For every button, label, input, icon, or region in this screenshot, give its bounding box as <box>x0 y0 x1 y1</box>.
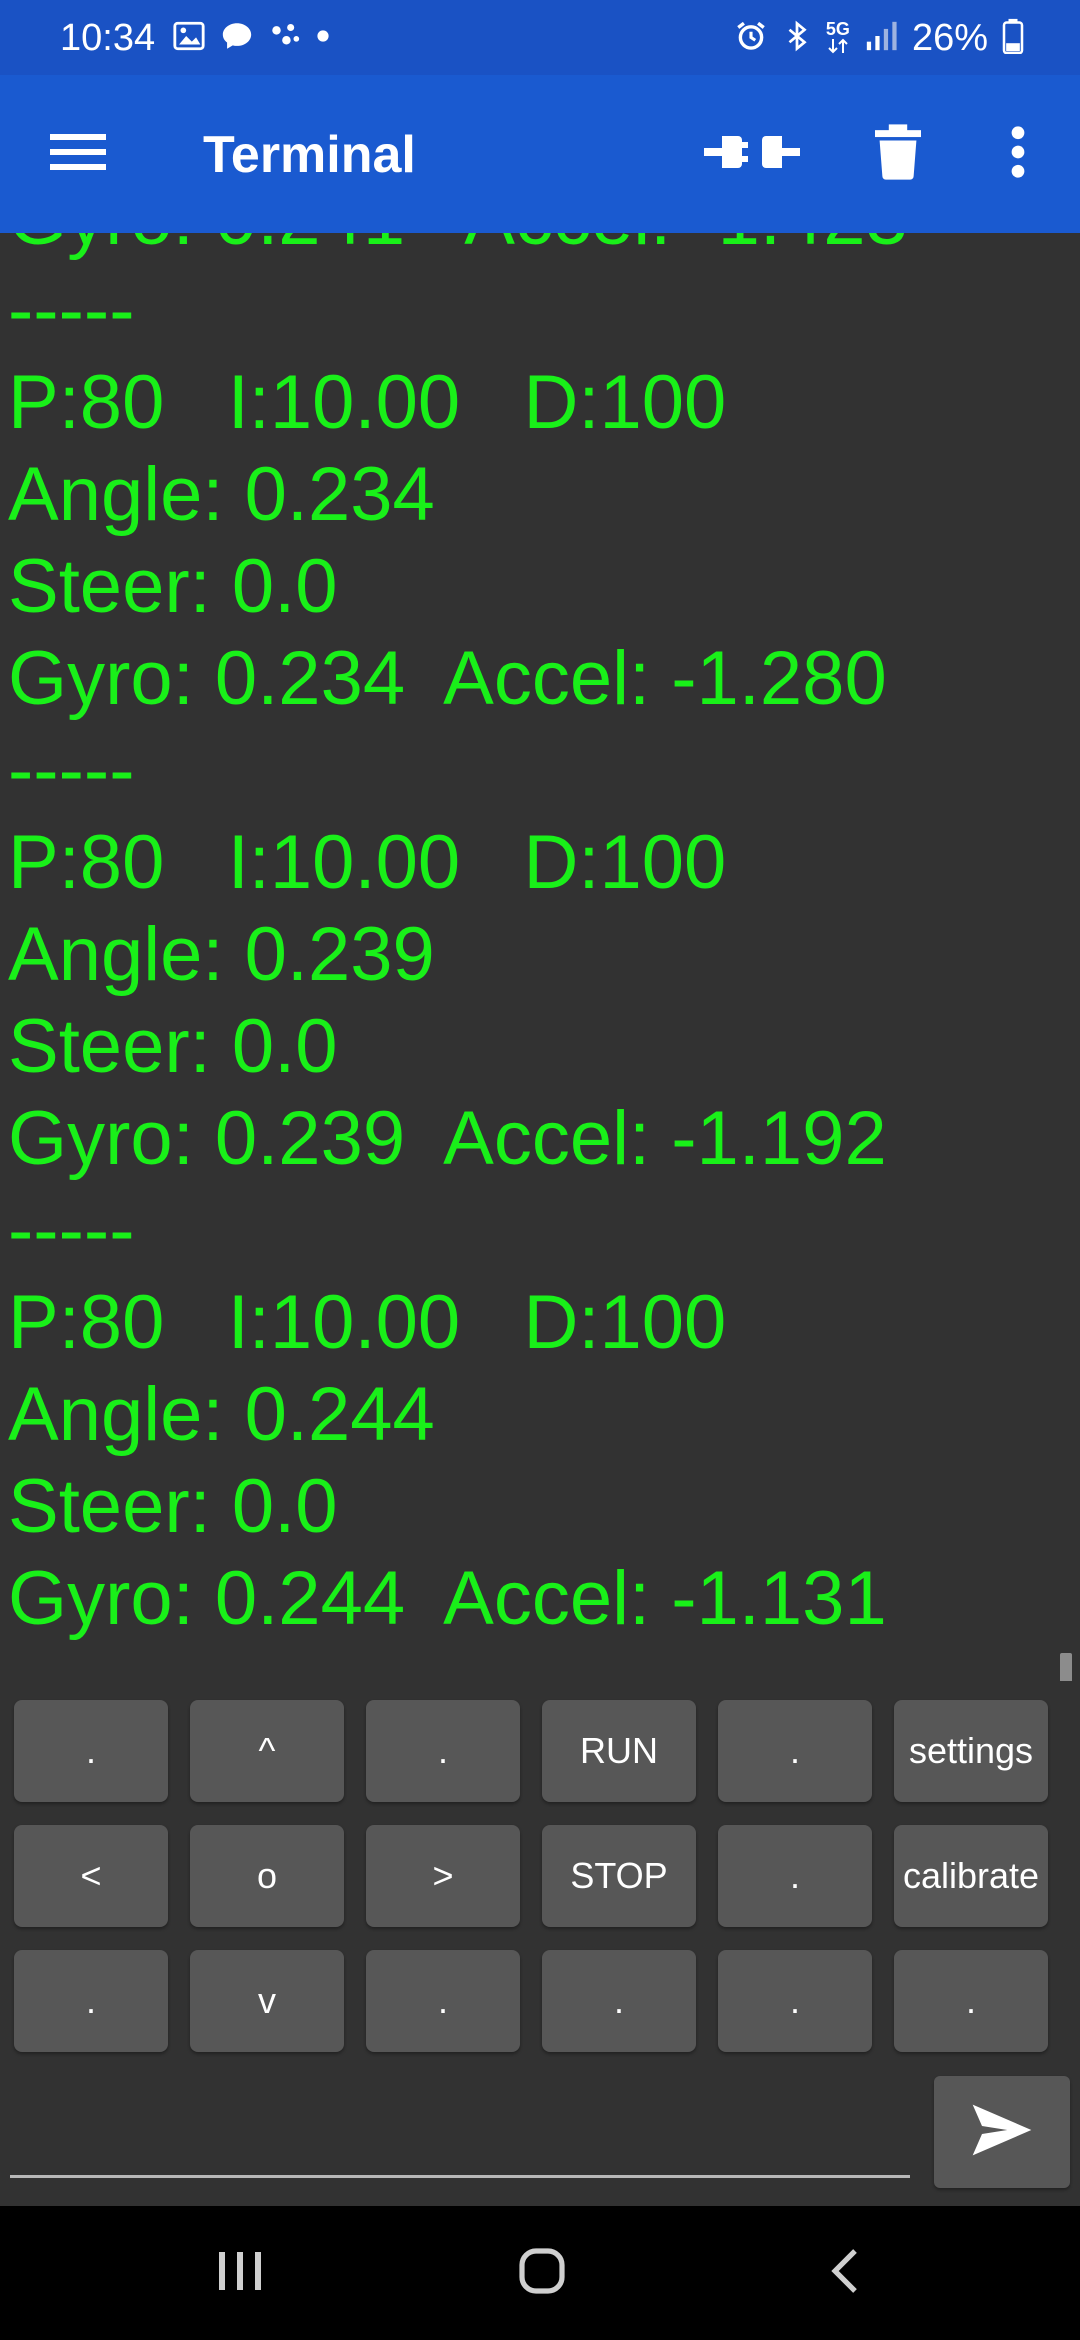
terminal-line: ----- <box>8 1188 135 1273</box>
macro-key-1[interactable]: . <box>14 1700 168 1802</box>
terminal-line: Angle: 0.244 <box>8 1372 435 1457</box>
terminal-line: Gyro: 0.239 Accel: -1.192 <box>8 1096 887 1181</box>
macro-key-7[interactable]: < <box>14 1825 168 1927</box>
terminal-line: Steer: 0.0 <box>8 1464 338 1549</box>
system-status-icons: 5G 26% <box>734 14 1024 62</box>
macro-key-15[interactable]: . <box>366 1950 520 2052</box>
app-title: Terminal <box>203 126 416 184</box>
terminal-lines: Gyro: 0.241 Accel: -1.423-----P:80 I:10.… <box>8 233 908 1645</box>
back-button[interactable] <box>784 2228 904 2318</box>
terminal-line: Gyro: 0.244 Accel: -1.131 <box>8 1556 887 1641</box>
terminal-line: ----- <box>8 728 135 813</box>
clear-terminal-button[interactable] <box>852 109 944 199</box>
macro-key-9[interactable]: > <box>366 1825 520 1927</box>
home-icon <box>518 2247 566 2300</box>
back-icon <box>829 2247 859 2300</box>
dots-cluster-icon <box>268 19 302 58</box>
macro-key-14[interactable]: v <box>190 1950 344 2052</box>
macro-key-3[interactable]: . <box>366 1700 520 1802</box>
macro-key-6[interactable]: settings <box>894 1700 1048 1802</box>
terminal-line: P:80 I:10.00 D:100 <box>8 820 727 905</box>
trash-icon <box>875 123 921 185</box>
terminal-line: P:80 I:10.00 D:100 <box>8 360 727 445</box>
macro-key-16[interactable]: . <box>542 1950 696 2052</box>
terminal-output[interactable]: Gyro: 0.241 Accel: -1.423-----P:80 I:10.… <box>0 233 1080 1681</box>
macro-key-12[interactable]: calibrate <box>894 1825 1048 1927</box>
macro-key-13[interactable]: . <box>14 1950 168 2052</box>
terminal-line: P:80 I:10.00 D:100 <box>8 1280 727 1365</box>
recents-icon <box>217 2250 263 2297</box>
status-bar: 10:34 5G <box>0 0 1080 75</box>
system-nav-bar <box>0 2206 1080 2340</box>
macro-key-10[interactable]: STOP <box>542 1825 696 1927</box>
terminal-line: Gyro: 0.234 Accel: -1.280 <box>8 636 887 721</box>
send-icon <box>970 2102 1034 2163</box>
plug-connector-icon <box>704 124 800 185</box>
hamburger-menu-icon <box>50 132 106 177</box>
recents-button[interactable] <box>180 2228 300 2318</box>
terminal-scrollbar[interactable] <box>1060 1653 1072 1681</box>
macro-key-11[interactable]: . <box>718 1825 872 1927</box>
status-time: 10:34 <box>60 17 156 59</box>
macro-key-5[interactable]: . <box>718 1700 872 1802</box>
home-button[interactable] <box>482 2228 602 2318</box>
send-button[interactable] <box>934 2076 1070 2188</box>
terminal-line: Angle: 0.239 <box>8 912 435 997</box>
alarm-icon <box>734 19 768 58</box>
terminal-line: Steer: 0.0 <box>8 544 338 629</box>
gallery-icon <box>172 19 206 58</box>
terminal-line: Gyro: 0.241 Accel: -1.423 <box>8 233 908 265</box>
macro-keypad: . ^. RUN. settings < o > STOP. calibrate. v.... <box>14 1700 1072 2052</box>
macro-key-17[interactable]: . <box>718 1950 872 2052</box>
battery-icon <box>1002 18 1024 59</box>
bluetooth-icon <box>782 19 812 58</box>
send-bar <box>0 2062 1080 2206</box>
menu-button[interactable] <box>30 109 126 199</box>
terminal-line: Angle: 0.234 <box>8 452 435 537</box>
terminal-line: ----- <box>8 268 135 353</box>
more-vertical-icon <box>1010 125 1026 184</box>
macro-key-4[interactable]: RUN <box>542 1700 696 1802</box>
macro-key-18[interactable]: . <box>894 1950 1048 2052</box>
macro-key-2[interactable]: ^ <box>190 1700 344 1802</box>
network-type-indicator: 5G <box>826 20 850 57</box>
terminal-line: Steer: 0.0 <box>8 1004 338 1089</box>
battery-percentage: 26% <box>911 17 988 59</box>
send-text-input[interactable] <box>10 2082 910 2178</box>
more-notifications-dot-icon <box>316 29 330 48</box>
app-bar: Terminal <box>0 75 1080 233</box>
chat-bubble-icon <box>220 19 254 58</box>
notification-icons <box>172 18 330 58</box>
connect-button[interactable] <box>700 109 804 199</box>
macro-key-8[interactable]: o <box>190 1825 344 1927</box>
more-options-button[interactable] <box>972 109 1064 199</box>
signal-strength-icon <box>864 19 898 58</box>
